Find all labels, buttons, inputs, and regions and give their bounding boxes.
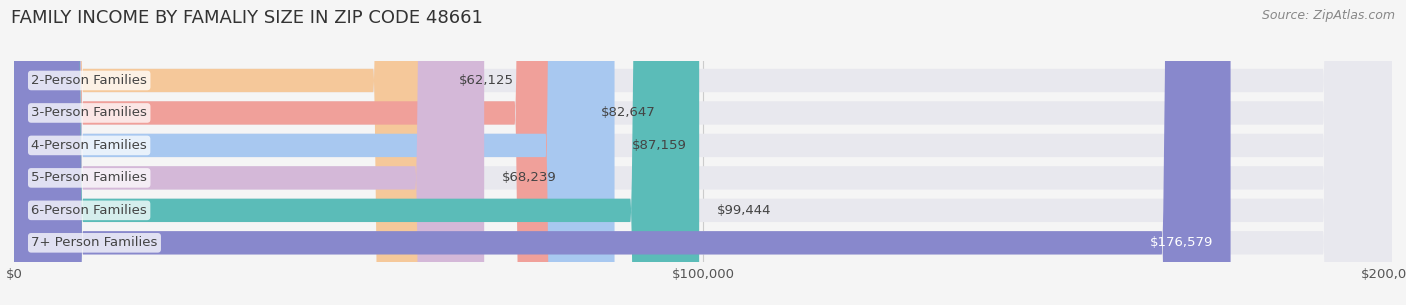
FancyBboxPatch shape xyxy=(14,0,1392,305)
FancyBboxPatch shape xyxy=(14,0,614,305)
FancyBboxPatch shape xyxy=(14,0,1392,305)
FancyBboxPatch shape xyxy=(14,0,484,305)
FancyBboxPatch shape xyxy=(14,0,1392,305)
Text: 2-Person Families: 2-Person Families xyxy=(31,74,148,87)
Text: $68,239: $68,239 xyxy=(502,171,557,185)
Text: Source: ZipAtlas.com: Source: ZipAtlas.com xyxy=(1261,9,1395,22)
Text: 6-Person Families: 6-Person Families xyxy=(31,204,148,217)
FancyBboxPatch shape xyxy=(14,0,1392,305)
FancyBboxPatch shape xyxy=(14,0,441,305)
Text: $99,444: $99,444 xyxy=(717,204,770,217)
Text: 4-Person Families: 4-Person Families xyxy=(31,139,148,152)
FancyBboxPatch shape xyxy=(14,0,1392,305)
Text: FAMILY INCOME BY FAMALIY SIZE IN ZIP CODE 48661: FAMILY INCOME BY FAMALIY SIZE IN ZIP COD… xyxy=(11,9,484,27)
FancyBboxPatch shape xyxy=(14,0,1392,305)
Text: 5-Person Families: 5-Person Families xyxy=(31,171,148,185)
FancyBboxPatch shape xyxy=(14,0,583,305)
FancyBboxPatch shape xyxy=(14,0,699,305)
Text: $62,125: $62,125 xyxy=(460,74,515,87)
Text: $176,579: $176,579 xyxy=(1150,236,1213,249)
Text: $82,647: $82,647 xyxy=(600,106,655,120)
FancyBboxPatch shape xyxy=(14,0,1230,305)
Text: 3-Person Families: 3-Person Families xyxy=(31,106,148,120)
Text: 7+ Person Families: 7+ Person Families xyxy=(31,236,157,249)
Text: $87,159: $87,159 xyxy=(631,139,686,152)
